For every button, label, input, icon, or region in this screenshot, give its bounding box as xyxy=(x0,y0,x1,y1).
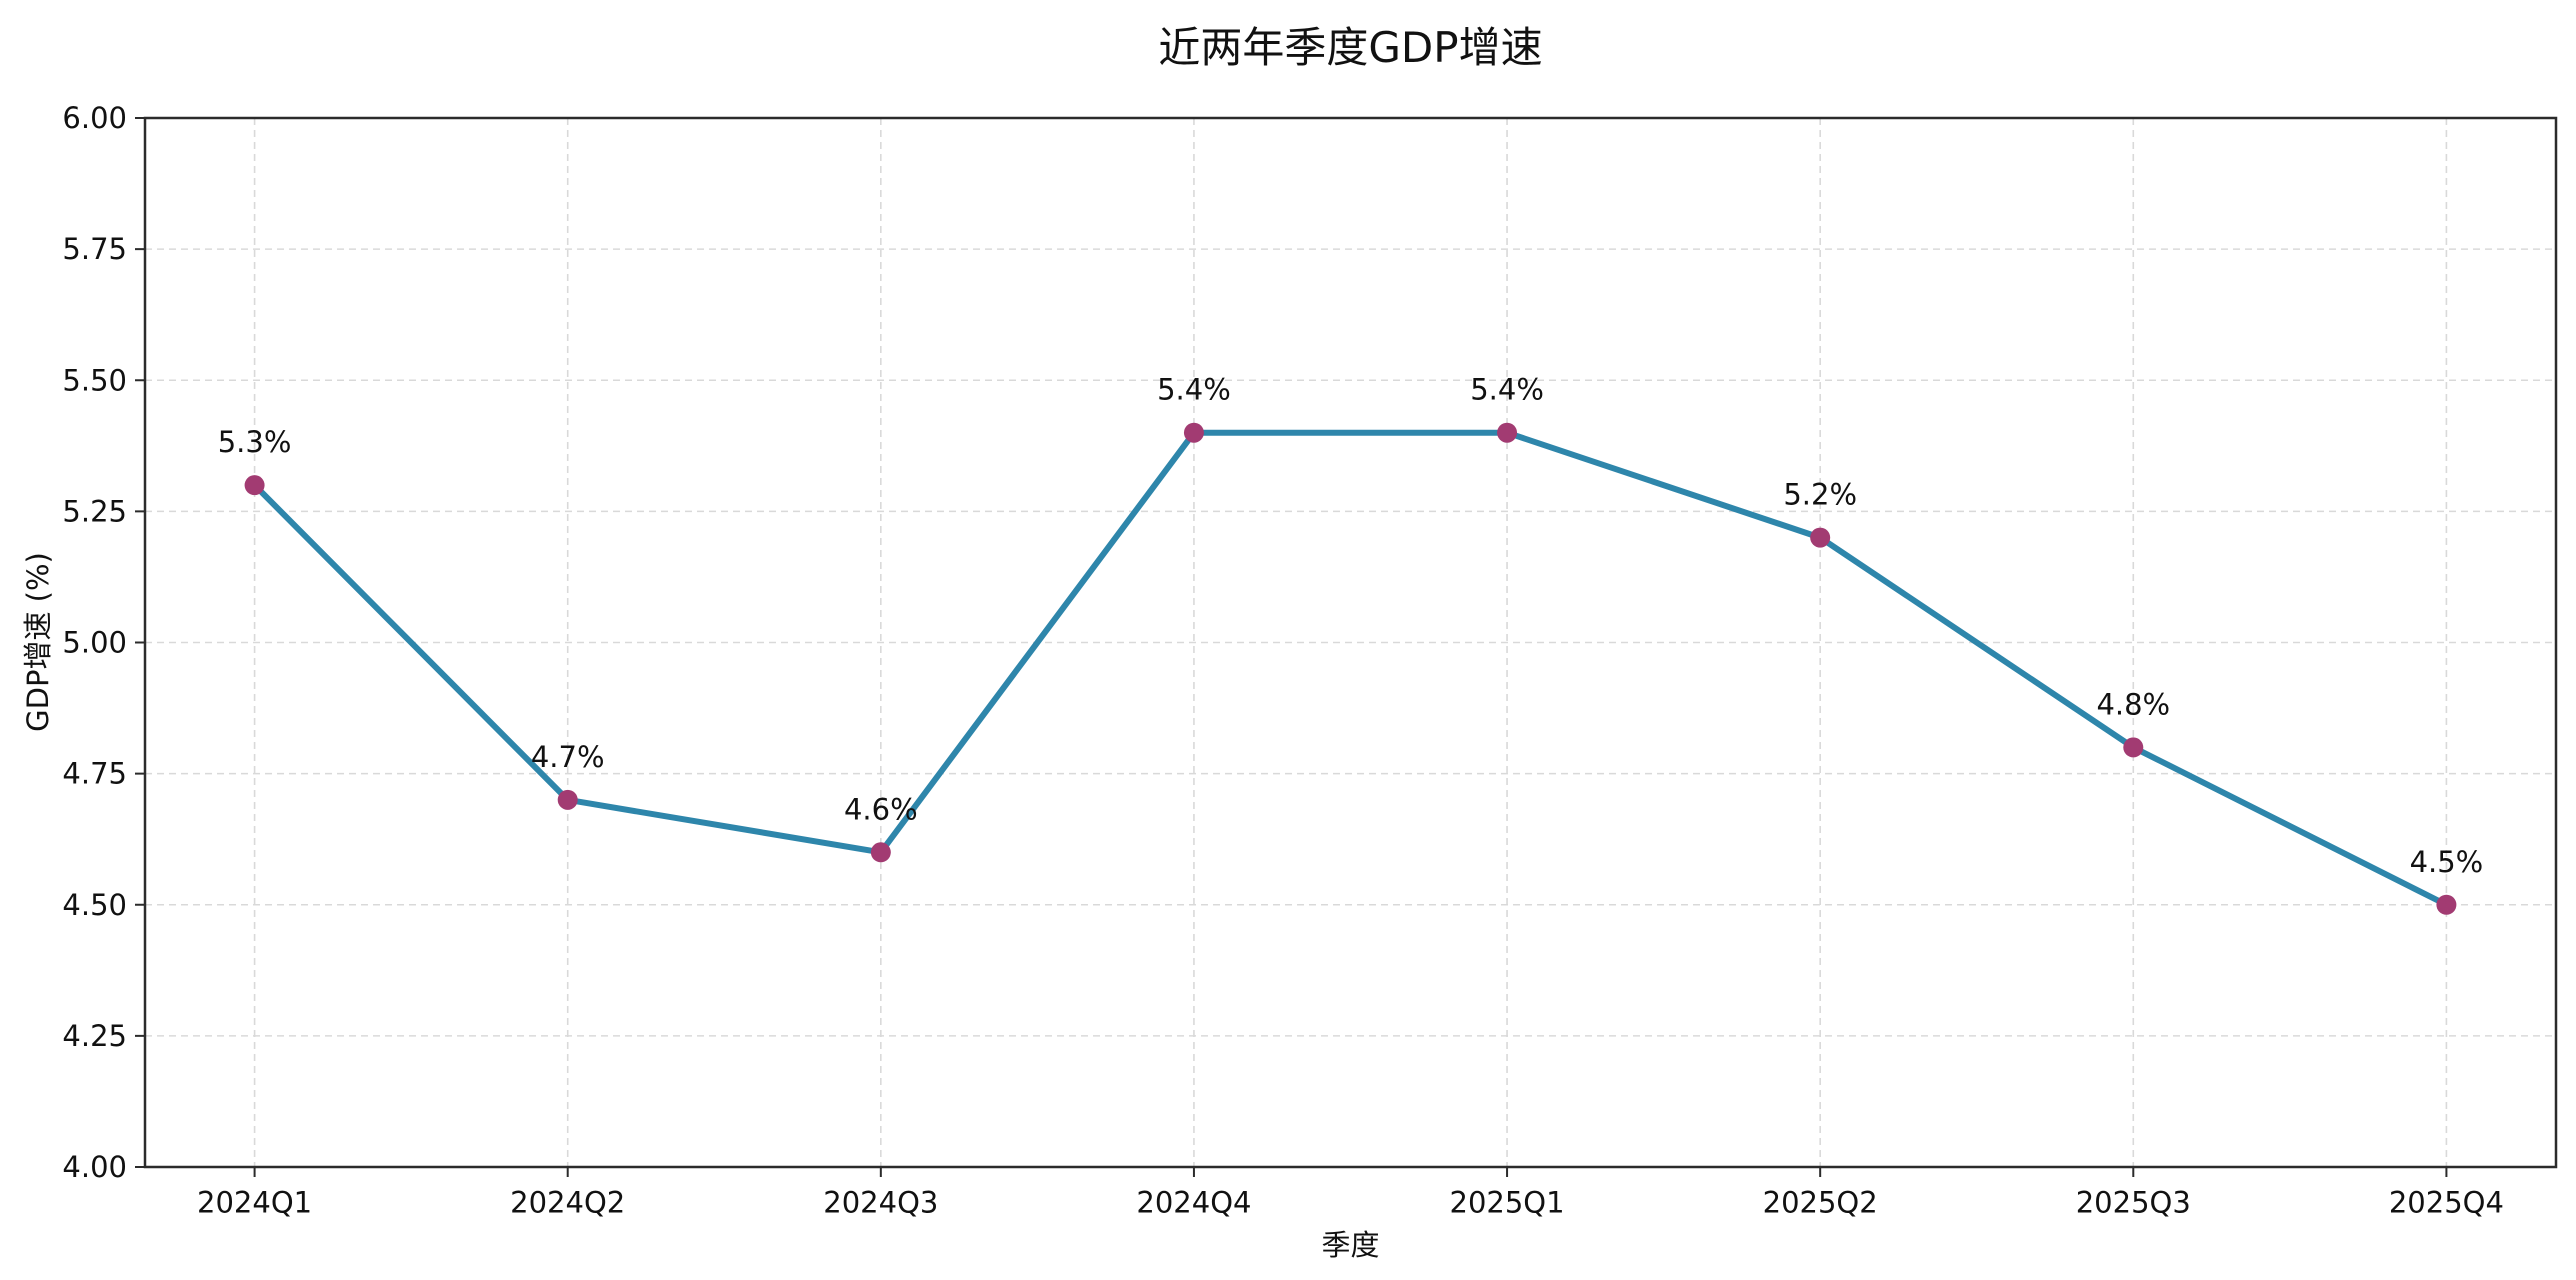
y-tick-label: 5.50 xyxy=(62,363,127,397)
data-point xyxy=(1183,422,1204,443)
y-tick-label: 5.00 xyxy=(62,626,127,660)
y-tick-label: 5.75 xyxy=(62,232,127,266)
data-point xyxy=(2436,894,2457,915)
data-label: 4.5% xyxy=(2410,845,2484,879)
data-label: 4.8% xyxy=(2096,687,2170,721)
chart-title: 近两年季度GDP增速 xyxy=(1158,23,1543,72)
x-tick-label: 2024Q3 xyxy=(823,1186,938,1220)
data-point xyxy=(1810,527,1831,548)
x-tick-label: 2024Q1 xyxy=(197,1186,312,1220)
data-label: 5.4% xyxy=(1470,373,1544,407)
axes: 4.00 4.25 4.50 4.75 5.00 5.25 5.50 5.75 6.00 2024… xyxy=(62,101,2558,1220)
y-tick-label: 4.00 xyxy=(62,1150,127,1184)
series xyxy=(244,422,2457,915)
y-tick-label: 4.25 xyxy=(62,1019,127,1053)
y-tick-label: 5.25 xyxy=(62,494,127,528)
y-axis-label: GDP增速 (%) xyxy=(21,552,55,732)
y-tick-label: 6.00 xyxy=(62,101,127,135)
data-point xyxy=(1497,422,1518,443)
data-point xyxy=(244,475,265,496)
plot-border xyxy=(143,116,2558,1169)
series-line xyxy=(251,429,2450,908)
data-label: 4.6% xyxy=(844,792,918,826)
x-tick-label: 2025Q3 xyxy=(2076,1186,2191,1220)
x-tick-label: 2025Q2 xyxy=(1763,1186,1878,1220)
x-axis-label: 季度 xyxy=(1321,1228,1380,1262)
data-label: 5.3% xyxy=(218,425,292,459)
data-point xyxy=(557,789,578,810)
data-label: 5.2% xyxy=(1783,478,1857,512)
x-tick-label: 2024Q4 xyxy=(1136,1186,1251,1220)
y-tick-label: 4.50 xyxy=(62,888,127,922)
x-tick-label: 2025Q4 xyxy=(2389,1186,2504,1220)
data-labels: 5.3% 4.7% 4.6% 5.4% 5.4% 5.2% 4.8% 4.5% xyxy=(218,373,2484,879)
x-tick-label: 2025Q1 xyxy=(1450,1186,1565,1220)
gridlines xyxy=(145,117,2556,1168)
data-point xyxy=(870,842,891,863)
data-label: 4.7% xyxy=(531,740,605,774)
data-point xyxy=(2123,737,2144,758)
x-tick-label: 2024Q2 xyxy=(510,1186,625,1220)
data-label: 5.4% xyxy=(1157,373,1231,407)
y-tick-label: 4.75 xyxy=(62,757,127,791)
